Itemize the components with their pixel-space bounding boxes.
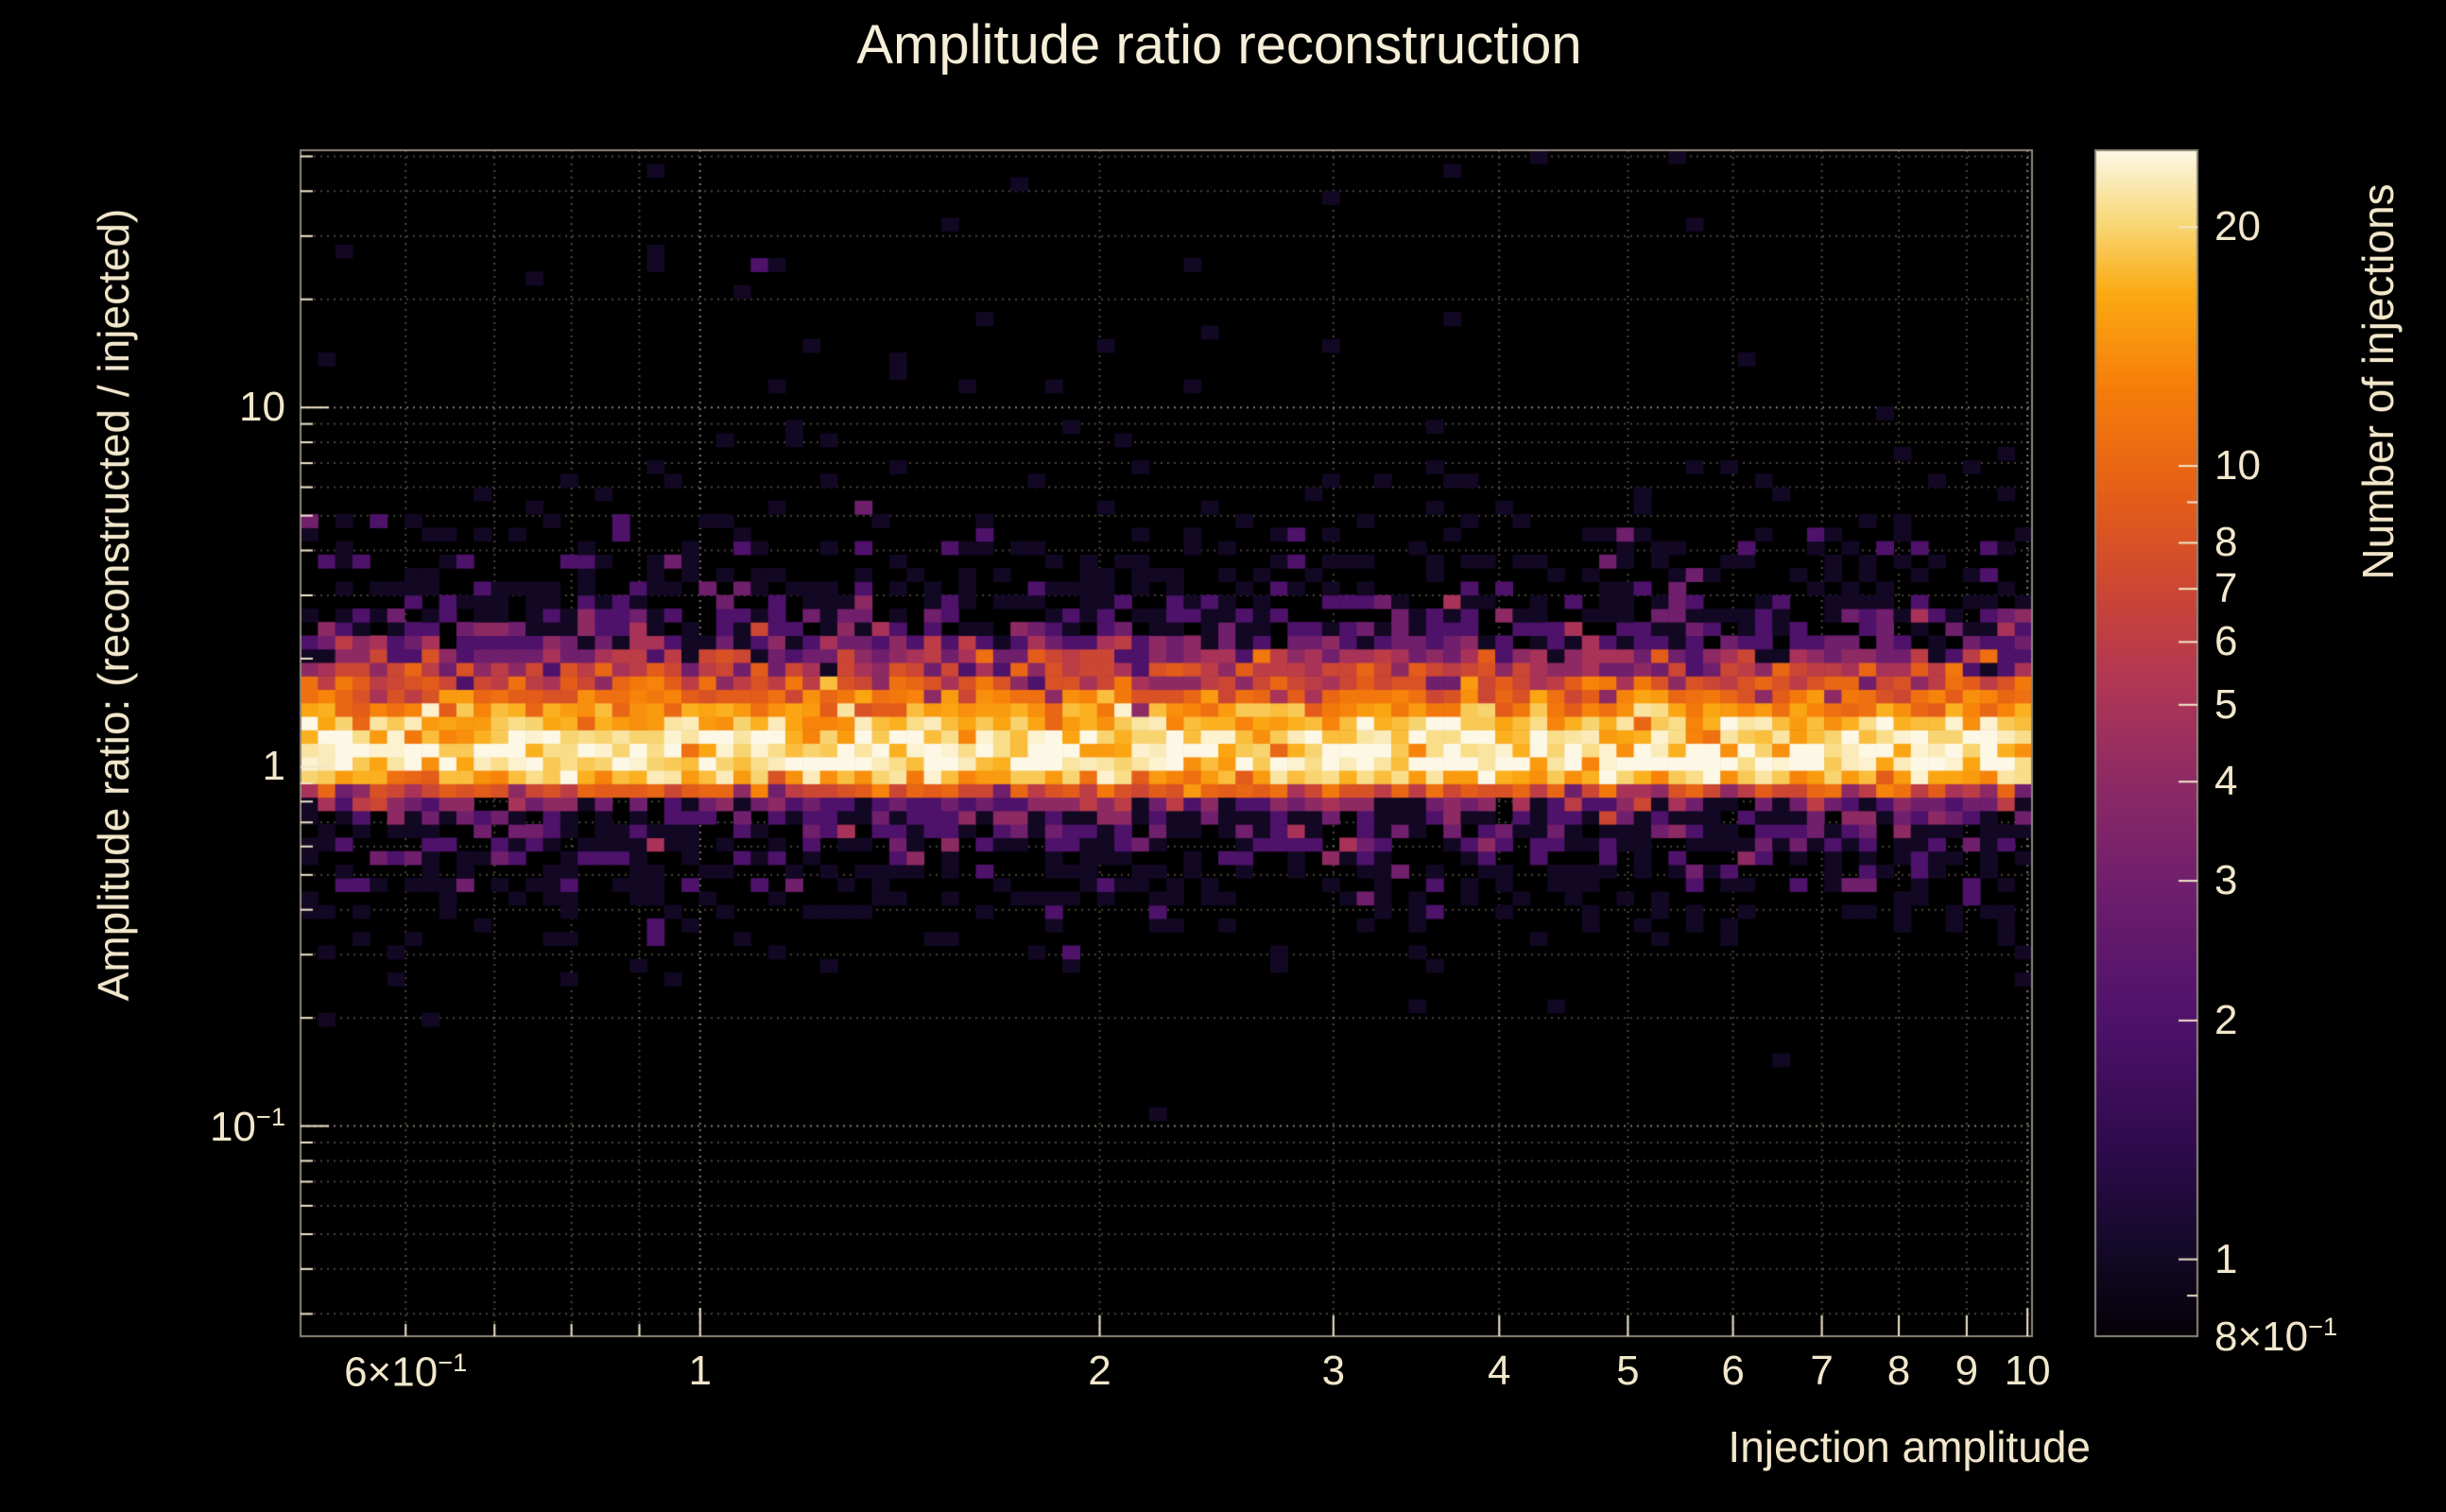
colorbar-tick-label: 3 — [2214, 857, 2238, 904]
x-tick-label: 8 — [1886, 1348, 1911, 1394]
y-axis-title: Amplitude ratio: (reconstructed / inject… — [89, 208, 138, 1002]
x-tick-label: 6×10−1 — [344, 1348, 468, 1396]
colorbar-tick-label: 8×10−1 — [2214, 1312, 2338, 1360]
y-tick-label: 10−1 — [209, 1101, 285, 1150]
colorbar-tick-label: 2 — [2214, 996, 2238, 1043]
colorbar-tick-label: 10 — [2214, 442, 2261, 490]
colorbar-tick-label: 1 — [2214, 1235, 2238, 1282]
x-tick-label: 9 — [1955, 1348, 1979, 1394]
colorbar-tick-label: 5 — [2214, 680, 2238, 728]
colorbar-title: Number of injections — [2353, 183, 2403, 580]
x-tick-label: 1 — [688, 1348, 712, 1394]
x-tick-label: 4 — [1488, 1348, 1511, 1394]
x-tick-label: 7 — [1810, 1348, 1834, 1394]
x-tick-label: 10 — [2004, 1348, 2051, 1394]
colorbar-tick-label: 7 — [2214, 565, 2238, 612]
colorbar-tick-label: 4 — [2214, 758, 2238, 805]
chart-title: Amplitude ratio reconstruction — [856, 14, 1582, 76]
colorbar-tick-label: 20 — [2214, 203, 2261, 250]
y-tick-label: 1 — [262, 743, 285, 790]
colorbar-tick-label: 8 — [2214, 519, 2238, 566]
x-tick-label: 6 — [1721, 1348, 1745, 1394]
colorbar-tick-label: 6 — [2214, 618, 2238, 665]
x-tick-label: 2 — [1088, 1348, 1111, 1394]
y-tick-label: 10 — [239, 384, 285, 431]
x-tick-label: 5 — [1616, 1348, 1640, 1394]
x-tick-label: 3 — [1321, 1348, 1346, 1394]
x-axis-title: Injection amplitude — [1728, 1422, 2091, 1471]
